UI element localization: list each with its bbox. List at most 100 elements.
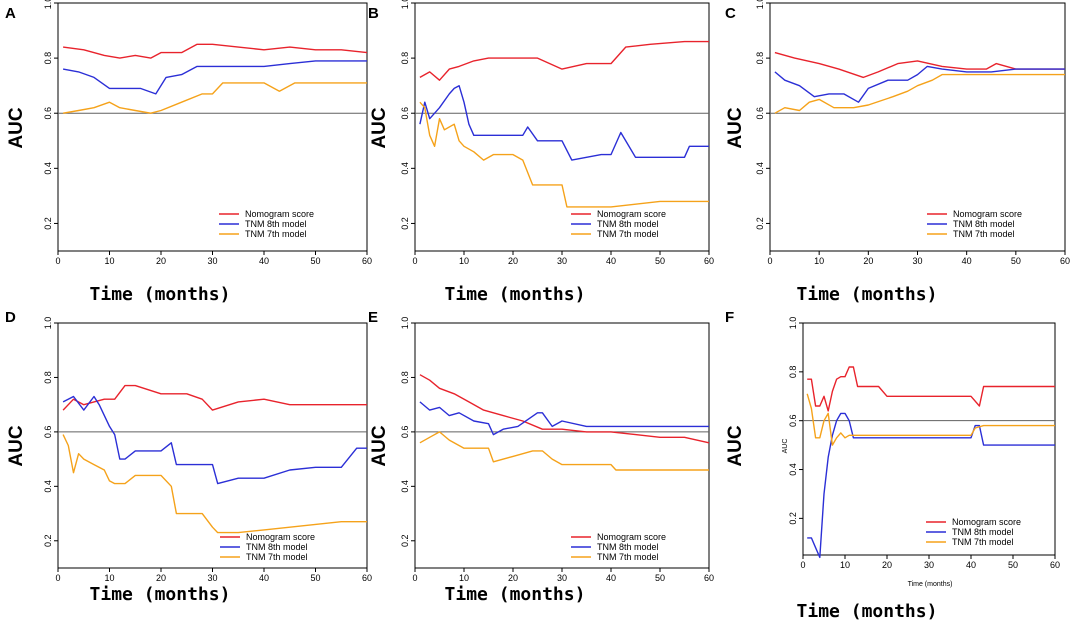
legend-label: TNM 7th model [953,229,1015,239]
x-tick-label: 60 [362,573,372,583]
y-axis-label: AUC [725,425,746,466]
y-tick-label: 1.0 [400,0,410,9]
x-tick-label: 10 [840,560,850,570]
panel-d: D 0.2 0.4 0.6 0.8 1.0 0 10 20 30 40 50 60 AUC Time (mo… [5,309,372,605]
y-tick-label: 0.2 [400,217,410,230]
x-tick-label: 60 [704,573,714,583]
y-tick-label: 0.4 [755,162,765,175]
y-tick-label: 0.2 [43,217,53,230]
x-tick-label: 0 [767,256,772,266]
x-tick-label: 30 [557,256,567,266]
y-axis-label: AUC [6,107,27,148]
x-tick-label: 60 [362,256,372,266]
x-tick-label: 30 [924,560,934,570]
legend-label: TNM 7th model [246,552,308,562]
series-line-tnm8 [419,401,709,436]
series-line-nomogram [774,51,1065,79]
panel-label: F [725,309,734,326]
y-axis-label: AUC [6,425,27,466]
x-tick-label: 0 [412,256,417,266]
x-tick-label: 50 [1008,560,1018,570]
legend-label: TNM 8th model [597,542,659,552]
x-tick-label: 20 [156,256,166,266]
y-tick-label: 1.0 [43,0,53,9]
series-line-tnm7 [62,82,367,114]
y-tick-label: 0.4 [43,162,53,175]
y-tick-label: 0.2 [400,535,410,548]
legend-label: Nomogram score [597,532,666,542]
x-tick-label: 50 [1011,256,1021,266]
y-tick-label: 1.0 [43,317,53,330]
x-tick-label: 20 [508,573,518,583]
x-tick-label: 50 [655,256,665,266]
y-tick-label: 0.4 [43,480,53,493]
series-line-nomogram [419,40,709,81]
series-line-tnm7 [419,431,709,471]
y-tick-label: 0.4 [788,463,798,476]
x-tick-label: 20 [508,256,518,266]
y-tick-label: 0.8 [788,366,798,379]
y-axis-label: AUC [725,107,746,148]
x-tick-label: 0 [800,560,805,570]
y-tick-label: 1.0 [400,317,410,330]
series-line-tnm7 [806,393,1055,446]
panel-f: F 0.2 0.4 0.6 0.8 1.0 0 10 20 30 40 50 60 AUC Time (mo… [725,309,1060,622]
y-tick-label: 0.6 [400,107,410,120]
legend-label: TNM 8th model [953,219,1015,229]
panel-label: E [368,309,378,326]
panel-label: D [5,309,16,326]
x-tick-label: 10 [104,573,114,583]
x-tick-label: 40 [606,256,616,266]
y-tick-label: 0.8 [755,52,765,65]
x-axis-label: Time (months) [797,284,938,305]
panel-label: C [725,5,736,22]
x-tick-label: 40 [259,573,269,583]
legend-label: TNM 8th model [245,219,307,229]
x-tick-label: 20 [882,560,892,570]
x-axis-label: Time (months) [445,284,586,305]
x-tick-label: 20 [863,256,873,266]
legend-label: TNM 7th model [245,229,307,239]
series-line-tnm8 [807,412,1055,559]
x-tick-label: 0 [55,256,60,266]
y-tick-label: 0.6 [755,107,765,120]
legend-label: Nomogram score [953,209,1022,219]
x-tick-label: 40 [962,256,972,266]
y-tick-label: 0.6 [43,426,53,439]
y-tick-label: 0.6 [43,107,53,120]
y-tick-label: 1.0 [788,317,798,330]
plot-frame [57,2,368,252]
x-tick-label: 10 [814,256,824,266]
x-tick-label: 30 [207,256,217,266]
legend-label: Nomogram score [245,209,314,219]
legend-label: Nomogram score [952,517,1021,527]
panel-a: A 0.2 0.4 0.6 0.8 1.0 0 10 20 30 40 50 60 AUC Time (mo… [5,0,372,305]
panel-label: A [5,5,16,22]
y-axis-label: AUC [369,107,390,148]
panel-c: C 0.2 0.4 0.6 0.8 1.0 0 10 20 30 40 50 60 AUC Time (mo… [725,0,1070,305]
series-line-tnm7 [774,73,1065,114]
series-line-tnm7 [419,101,709,208]
x-tick-label: 60 [1060,256,1070,266]
y-tick-label: 0.4 [400,162,410,175]
y-tick-label: 0.4 [400,480,410,493]
legend-label: TNM 8th model [246,542,308,552]
x-axis-label: Time (months) [445,584,586,605]
x-tick-label: 40 [606,573,616,583]
x-tick-label: 10 [459,573,469,583]
plot-frame [57,322,368,569]
series-line-tnm8 [62,395,367,485]
inner-y-axis-label: AUC [782,439,789,454]
x-tick-label: 30 [557,573,567,583]
legend-label: TNM 7th model [597,229,659,239]
x-tick-label: 40 [966,560,976,570]
y-tick-label: 1.0 [755,0,765,9]
x-tick-label: 10 [459,256,469,266]
x-axis-label: Time (months) [90,584,231,605]
